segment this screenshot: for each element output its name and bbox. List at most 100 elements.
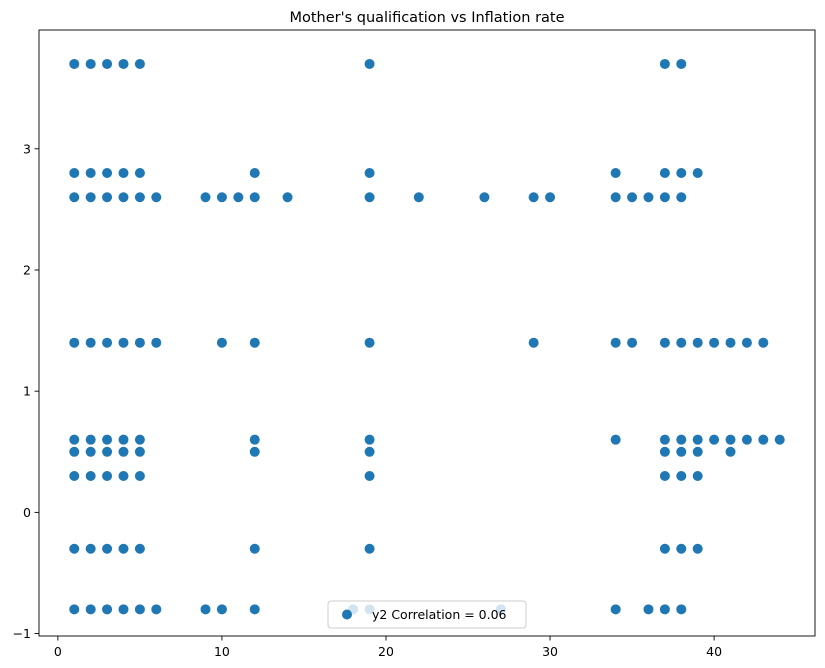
scatter-point — [725, 446, 736, 457]
scatter-point — [725, 434, 736, 445]
scatter-point — [85, 543, 96, 554]
scatter-point — [676, 471, 687, 482]
scatter-point — [102, 192, 113, 203]
scatter-point — [692, 446, 703, 457]
scatter-point — [69, 168, 80, 179]
scatter-point — [692, 168, 703, 179]
scatter-point — [610, 168, 621, 179]
scatter-point — [85, 58, 96, 69]
scatter-point — [676, 337, 687, 348]
x-tick-label: 20 — [378, 644, 394, 659]
x-tick-label: 10 — [214, 644, 230, 659]
scatter-point — [659, 434, 670, 445]
scatter-point — [216, 337, 227, 348]
scatter-point — [364, 446, 375, 457]
scatter-point — [200, 192, 211, 203]
scatter-point — [528, 192, 539, 203]
legend-marker — [342, 609, 352, 620]
scatter-point — [709, 337, 720, 348]
legend-label: y2 Correlation = 0.06 — [372, 607, 507, 622]
scatter-point — [643, 604, 654, 615]
scatter-point — [692, 543, 703, 554]
scatter-point — [200, 604, 211, 615]
scatter-point — [249, 192, 260, 203]
scatter-point — [676, 192, 687, 203]
scatter-point — [118, 543, 129, 554]
scatter-point — [364, 192, 375, 203]
y-tick-label: 2 — [23, 262, 31, 277]
scatter-point — [528, 337, 539, 348]
scatter-point — [134, 192, 145, 203]
scatter-point — [676, 168, 687, 179]
scatter-point — [610, 192, 621, 203]
y-tick-label: 1 — [23, 384, 31, 399]
scatter-point — [659, 446, 670, 457]
scatter-point — [151, 337, 162, 348]
scatter-point — [134, 604, 145, 615]
scatter-point — [118, 446, 129, 457]
scatter-point — [692, 471, 703, 482]
scatter-point — [758, 434, 769, 445]
scatter-point — [758, 337, 769, 348]
scatter-point — [85, 192, 96, 203]
scatter-point — [69, 446, 80, 457]
legend: y2 Correlation = 0.06 — [327, 600, 527, 629]
scatter-point — [627, 192, 638, 203]
scatter-point — [692, 337, 703, 348]
scatter-point — [741, 337, 752, 348]
scatter-point — [364, 434, 375, 445]
scatter-point — [659, 543, 670, 554]
scatter-point — [643, 192, 654, 203]
scatter-point — [741, 434, 752, 445]
scatter-point — [627, 337, 638, 348]
scatter-point — [102, 168, 113, 179]
scatter-point — [134, 543, 145, 554]
scatter-point — [233, 192, 244, 203]
scatter-point — [659, 58, 670, 69]
scatter-point — [725, 337, 736, 348]
x-tick-label: 40 — [706, 644, 722, 659]
scatter-point — [102, 337, 113, 348]
scatter-point — [69, 58, 80, 69]
scatter-point — [676, 543, 687, 554]
x-tick-label: 0 — [54, 644, 62, 659]
scatter-point — [134, 168, 145, 179]
scatter-point — [134, 58, 145, 69]
scatter-point — [102, 434, 113, 445]
scatter-point — [659, 471, 670, 482]
scatter-point — [102, 604, 113, 615]
x-tick-label: 30 — [542, 644, 558, 659]
scatter-point — [118, 192, 129, 203]
scatter-point — [364, 471, 375, 482]
scatter-point — [692, 434, 703, 445]
scatter-point — [659, 192, 670, 203]
scatter-point — [118, 168, 129, 179]
legend-box — [327, 600, 527, 629]
scatter-point — [102, 58, 113, 69]
y-tick-label: 0 — [23, 505, 31, 520]
plot-frame — [38, 29, 816, 637]
scatter-point — [69, 337, 80, 348]
scatter-point — [774, 434, 785, 445]
scatter-point — [85, 337, 96, 348]
scatter-point — [85, 471, 96, 482]
scatter-point — [364, 168, 375, 179]
scatter-point — [85, 168, 96, 179]
scatter-point — [479, 192, 490, 203]
scatter-point — [659, 168, 670, 179]
points-layer — [69, 58, 785, 615]
scatter-point — [85, 434, 96, 445]
scatter-point — [69, 434, 80, 445]
scatter-point — [249, 337, 260, 348]
scatter-point — [216, 192, 227, 203]
scatter-point — [709, 434, 720, 445]
scatter-point — [676, 58, 687, 69]
scatter-point — [676, 446, 687, 457]
scatter-point — [69, 471, 80, 482]
scatter-point — [610, 434, 621, 445]
scatter-point — [118, 337, 129, 348]
scatter-point — [118, 58, 129, 69]
scatter-point — [216, 604, 227, 615]
x-axis-ticks: 0 10 20 30 40 — [54, 636, 722, 659]
scatter-point — [151, 604, 162, 615]
